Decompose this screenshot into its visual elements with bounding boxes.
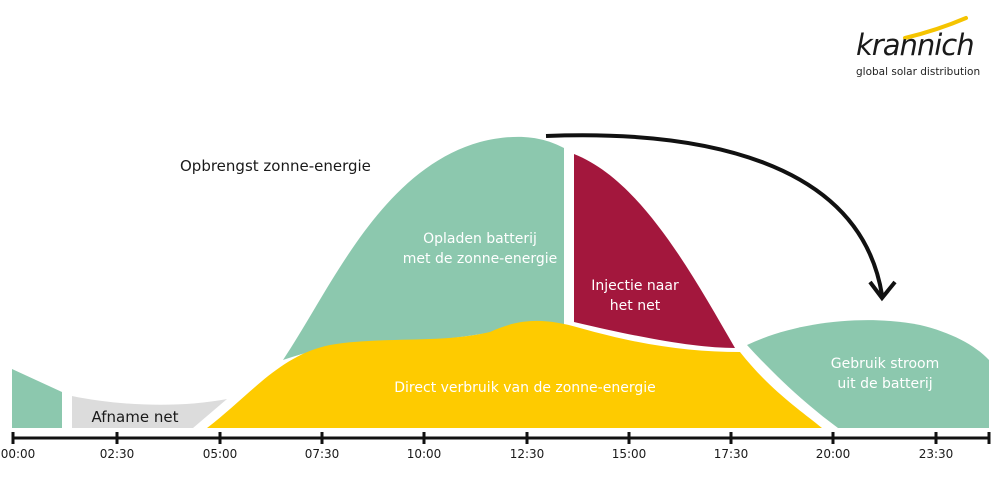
battery-use-label-line2: uit de batterij	[837, 376, 933, 392]
direct-use-label: Direct verbruik van de zonne-energie	[394, 380, 656, 396]
axis-ticks	[11, 432, 991, 444]
battery-charge-label: Opladen batterij met de zonne-energie	[380, 229, 580, 269]
tick-label: 20:00	[815, 447, 851, 461]
battery-use-label-line1: Gebruik stroom	[830, 356, 940, 372]
tick-label: 17:30	[713, 447, 749, 461]
tick-label: 00:00	[0, 447, 36, 461]
evening-battery-area	[747, 320, 989, 428]
tick-label: 23:30	[918, 447, 954, 461]
logo-tagline: global solar distribution	[856, 66, 981, 78]
tick-label: 12:30	[509, 447, 545, 461]
tick-label: 05:00	[202, 447, 238, 461]
flow-arrow-icon	[545, 133, 884, 296]
battery-charge-label-line1: Opladen batterij	[423, 231, 537, 247]
battery-charge-label-line2: met de zonne-energie	[402, 251, 558, 267]
grid-injection-label-line1: Injectie naar	[591, 278, 679, 294]
direct-use-area	[207, 320, 822, 428]
battery-charge-area	[283, 136, 564, 360]
grid-take-area	[72, 396, 227, 428]
tick-label: 10:00	[406, 447, 442, 461]
chart-title: Opbrengst zonne-energie	[180, 157, 371, 175]
grid-injection-area	[574, 154, 735, 348]
grid-take-label: Afname net	[91, 408, 179, 426]
logo-wordmark: krannich	[856, 28, 975, 62]
tick-label: 07:30	[304, 447, 340, 461]
grid-injection-label: Injectie naar het net	[575, 276, 695, 316]
logo-swoosh-icon	[903, 16, 968, 40]
tick-label: 02:30	[99, 447, 135, 461]
battery-use-label: Gebruik stroom uit de batterij	[810, 354, 960, 394]
tick-label: 15:00	[611, 447, 647, 461]
grid-injection-label-line2: het net	[609, 298, 661, 314]
night-battery-area	[12, 369, 62, 428]
